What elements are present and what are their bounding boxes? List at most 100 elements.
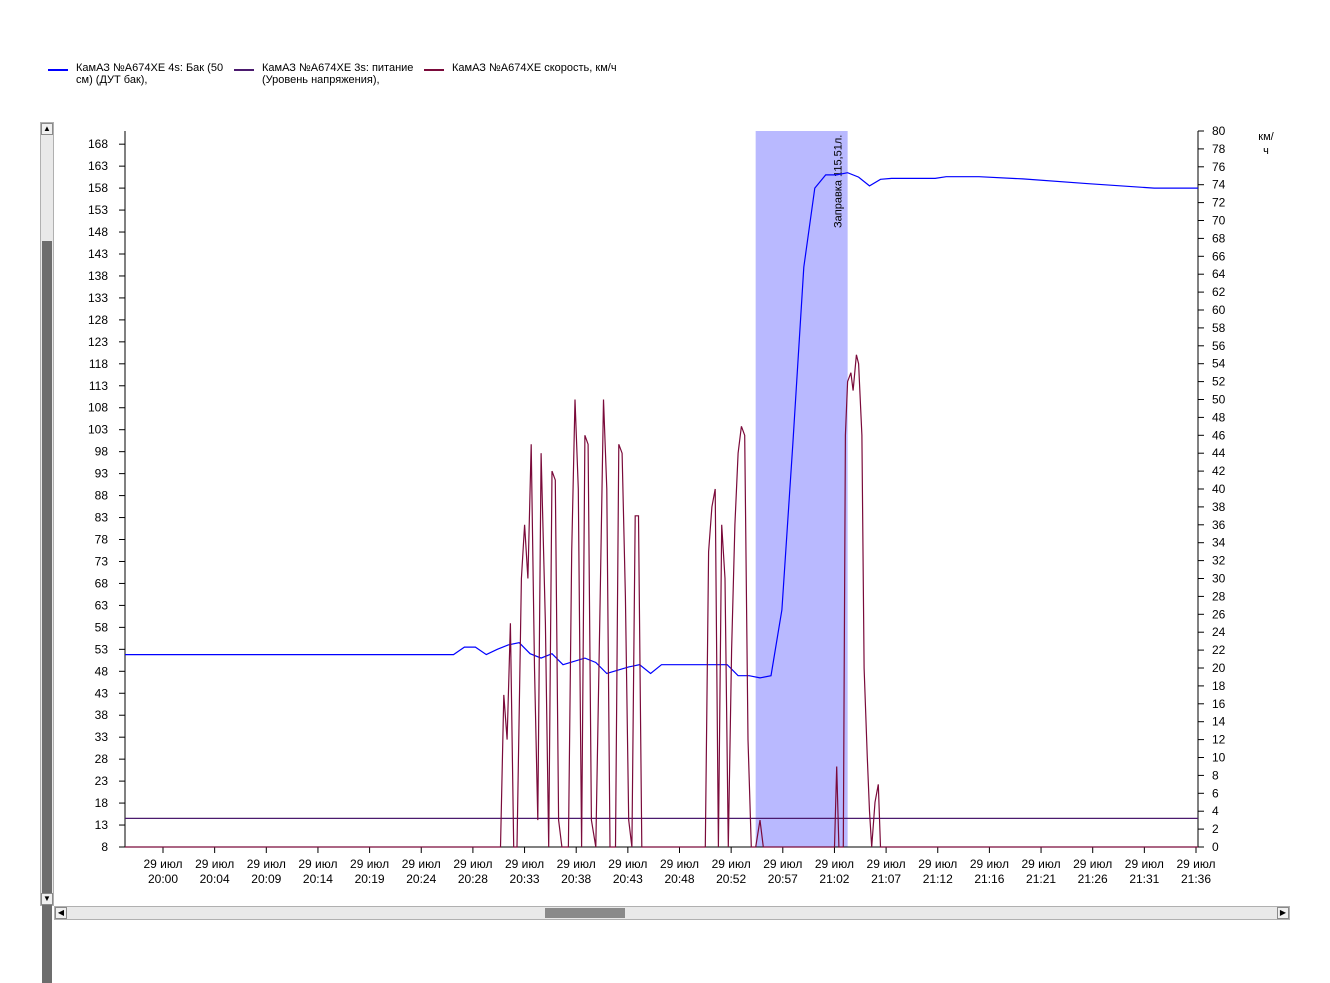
left-axis-tick-label: 123 — [88, 335, 108, 349]
left-axis-tick-label: 18 — [95, 796, 109, 810]
left-arrow-icon[interactable]: ◀ — [55, 907, 67, 919]
left-axis-tick-label: 68 — [95, 576, 109, 590]
left-axis-tick-label: 158 — [88, 181, 108, 195]
x-axis-tick-label-time: 21:02 — [819, 872, 849, 886]
right-axis-tick-label: 0 — [1212, 840, 1219, 854]
right-axis-tick-label: 48 — [1212, 410, 1226, 424]
right-axis-tick-label: 22 — [1212, 643, 1226, 657]
left-axis-tick-label: 103 — [88, 423, 108, 437]
x-axis-tick-label: 29 июл — [195, 857, 234, 871]
x-axis-tick-label-time: 20:48 — [664, 872, 694, 886]
x-axis-tick-label: 29 июл — [815, 857, 854, 871]
horizontal-scrollbar[interactable]: ◀ ▶ — [54, 906, 1290, 920]
left-axis-tick-label: 73 — [95, 554, 109, 568]
left-axis-tick-label: 143 — [88, 247, 108, 261]
left-axis-tick-label: 48 — [95, 664, 109, 678]
x-axis-tick-label: 29 июл — [247, 857, 286, 871]
left-axis-tick-label: 148 — [88, 225, 108, 239]
vertical-scrollbar[interactable]: ▲ ▼ — [40, 122, 54, 983]
x-axis-tick-label: 29 июл — [143, 857, 182, 871]
right-axis-label-cont: ч — [1263, 145, 1269, 157]
right-axis-tick-label: 6 — [1212, 786, 1219, 800]
x-axis-tick-label: 29 июл — [867, 857, 906, 871]
chart: Заправка 115,51л.81318232833384348535863… — [88, 124, 1275, 886]
right-axis-tick-label: 68 — [1212, 231, 1226, 245]
right-axis-tick-label: 64 — [1212, 267, 1226, 281]
right-arrow-icon[interactable]: ▶ — [1277, 907, 1289, 919]
left-axis-tick-label: 13 — [95, 818, 109, 832]
x-axis-tick-label-time: 21:07 — [871, 872, 901, 886]
x-axis-tick-label: 29 июл — [453, 857, 492, 871]
legend-label-voltage: КамАЗ №А674ХЕ 3s: питание (Уровень напря… — [262, 62, 414, 86]
series-speed — [125, 354, 1198, 848]
right-axis-tick-label: 56 — [1212, 339, 1226, 353]
left-axis-tick-label: 98 — [95, 445, 109, 459]
x-axis-tick-label-time: 20:38 — [561, 872, 591, 886]
left-axis-tick-label: 83 — [95, 511, 109, 525]
right-axis-tick-label: 50 — [1212, 393, 1226, 407]
x-axis-tick-label-time: 20:28 — [458, 872, 488, 886]
x-axis-tick-label-time: 21:31 — [1129, 872, 1159, 886]
x-axis-tick-label-time: 20:33 — [510, 872, 540, 886]
right-axis-tick-label: 46 — [1212, 428, 1226, 442]
right-axis-tick-label: 58 — [1212, 321, 1226, 335]
right-axis-label: км/ — [1258, 131, 1274, 143]
right-axis-tick-label: 2 — [1212, 822, 1219, 836]
x-axis-tick-label: 29 июл — [298, 857, 337, 871]
x-axis-tick-label-time: 20:00 — [148, 872, 178, 886]
left-axis-tick-label: 53 — [95, 642, 109, 656]
x-axis-tick-label: 29 июл — [970, 857, 1009, 871]
legend-swatch-voltage — [234, 69, 254, 71]
left-axis-tick-label: 33 — [95, 730, 109, 744]
x-axis-tick-label: 29 июл — [1021, 857, 1060, 871]
x-axis-tick-label: 29 июл — [1125, 857, 1164, 871]
series-fuel-level — [125, 172, 1198, 679]
left-axis-tick-label: 113 — [89, 379, 108, 393]
right-axis-tick-label: 14 — [1212, 715, 1226, 729]
x-axis-tick-label-time: 21:26 — [1078, 872, 1108, 886]
x-axis-tick-label: 29 июл — [660, 857, 699, 871]
right-axis-tick-label: 54 — [1212, 357, 1226, 371]
right-axis-tick-label: 44 — [1212, 446, 1226, 460]
x-axis-tick-label-time: 21:16 — [974, 872, 1004, 886]
left-axis-tick-label: 108 — [88, 401, 108, 415]
x-axis-tick-label: 29 июл — [402, 857, 441, 871]
right-axis-tick-label: 38 — [1212, 500, 1226, 514]
right-axis-tick-label: 74 — [1212, 178, 1226, 192]
right-axis-tick-label: 42 — [1212, 464, 1226, 478]
legend-swatch-speed — [424, 69, 444, 71]
x-axis-tick-label-time: 20:19 — [355, 872, 385, 886]
down-arrow-icon[interactable]: ▼ — [41, 893, 53, 905]
left-axis-tick-label: 23 — [95, 774, 109, 788]
x-axis-tick-label-time: 21:36 — [1181, 872, 1211, 886]
x-axis-tick-label: 29 июл — [608, 857, 647, 871]
right-axis-tick-label: 72 — [1212, 196, 1226, 210]
refuel-highlight-band — [755, 131, 848, 847]
left-axis-tick-label: 8 — [101, 840, 108, 854]
right-axis-tick-label: 12 — [1212, 733, 1226, 747]
right-axis-tick-label: 8 — [1212, 768, 1219, 782]
x-axis-tick-label-time: 20:52 — [716, 872, 746, 886]
vertical-scroll-thumb[interactable] — [42, 241, 52, 983]
right-axis-tick-label: 30 — [1212, 572, 1226, 586]
right-axis-tick-label: 16 — [1212, 697, 1226, 711]
left-axis-tick-label: 28 — [95, 752, 109, 766]
x-axis-tick-label-time: 21:21 — [1026, 872, 1056, 886]
left-axis-tick-label: 93 — [95, 467, 109, 481]
up-arrow-icon[interactable]: ▲ — [41, 123, 53, 135]
right-axis-tick-label: 24 — [1212, 625, 1226, 639]
right-axis-tick-label: 20 — [1212, 661, 1226, 675]
left-axis-tick-label: 63 — [95, 598, 109, 612]
right-axis-tick-label: 4 — [1212, 804, 1219, 818]
horizontal-scroll-thumb[interactable] — [545, 908, 625, 918]
x-axis-tick-label-time: 20:14 — [303, 872, 333, 886]
left-axis-tick-label: 133 — [88, 291, 108, 305]
right-axis-tick-label: 26 — [1212, 607, 1226, 621]
right-axis-tick-label: 60 — [1212, 303, 1226, 317]
left-axis-tick-label: 128 — [88, 313, 108, 327]
right-axis-tick-label: 28 — [1212, 589, 1226, 603]
left-axis-tick-label: 138 — [88, 269, 108, 283]
right-axis-tick-label: 78 — [1212, 142, 1226, 156]
right-axis-tick-label: 34 — [1212, 536, 1226, 550]
x-axis-tick-label: 29 июл — [918, 857, 957, 871]
